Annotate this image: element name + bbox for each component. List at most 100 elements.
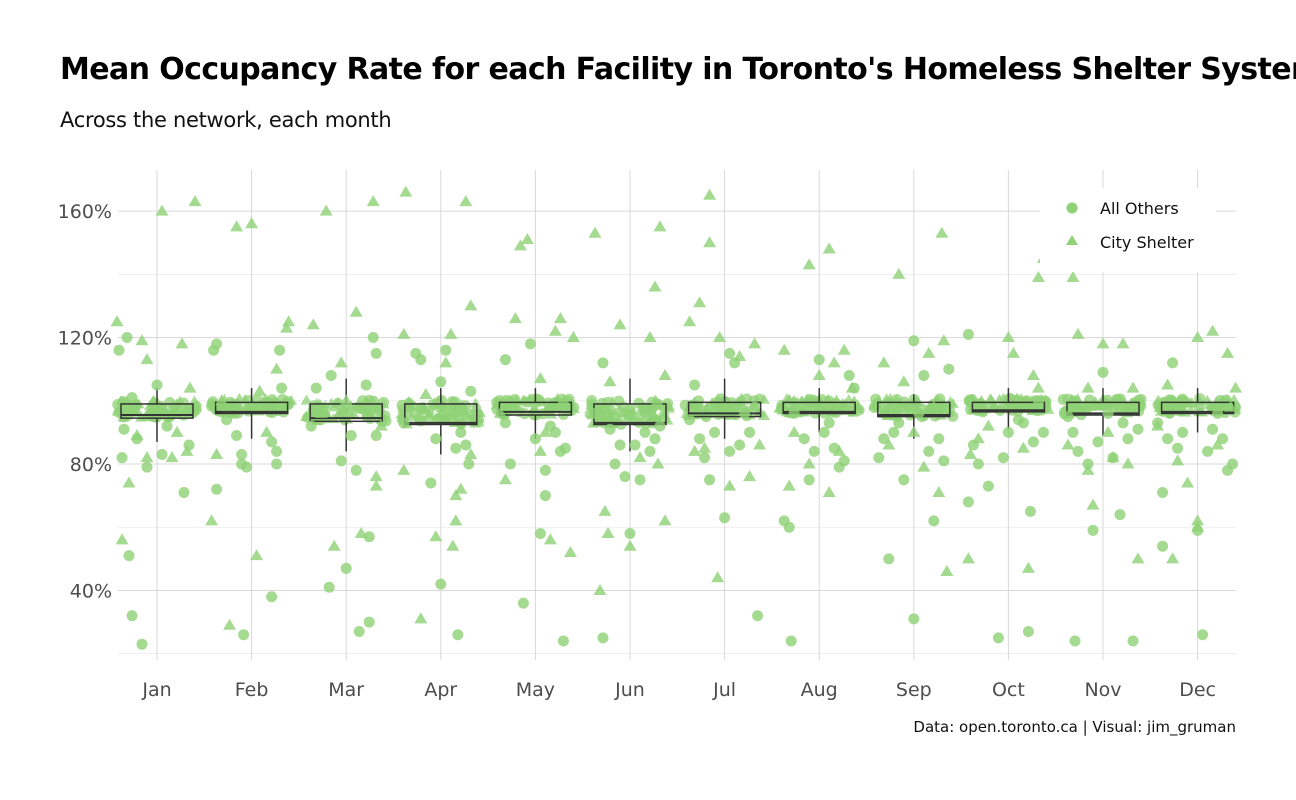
point-all-others bbox=[1117, 417, 1129, 429]
point-all-others bbox=[1207, 423, 1219, 435]
y-axis-ticks: 40% 80% 120% 160% bbox=[58, 201, 112, 602]
point-all-others bbox=[634, 474, 646, 486]
x-tick-label: Nov bbox=[1084, 679, 1121, 701]
point-city-shelter bbox=[280, 321, 294, 333]
point-city-shelter bbox=[140, 353, 154, 365]
point-all-others bbox=[1202, 445, 1214, 457]
point-city-shelter bbox=[566, 331, 580, 343]
dense-point bbox=[974, 398, 986, 410]
point-city-shelter bbox=[917, 460, 931, 472]
point-city-shelter bbox=[397, 463, 411, 475]
point-all-others bbox=[557, 635, 569, 647]
point-city-shelter bbox=[1191, 331, 1205, 343]
box-iqr bbox=[687, 401, 762, 418]
point-all-others bbox=[724, 445, 736, 457]
point-city-shelter bbox=[165, 451, 179, 463]
point-all-others bbox=[943, 363, 955, 375]
point-all-others bbox=[818, 426, 830, 438]
point-city-shelter bbox=[459, 195, 473, 207]
point-city-shelter bbox=[653, 220, 667, 232]
dense-point bbox=[967, 401, 980, 412]
dense-point bbox=[432, 413, 444, 425]
point-all-others bbox=[982, 480, 994, 492]
point-all-others bbox=[1102, 407, 1114, 419]
point-all-others bbox=[1217, 433, 1229, 445]
chart-title: Mean Occupancy Rate for each Facility in… bbox=[60, 52, 1296, 87]
point-city-shelter bbox=[188, 195, 202, 207]
point-all-others bbox=[238, 629, 250, 641]
point-all-others bbox=[539, 490, 551, 502]
point-all-others bbox=[962, 328, 974, 340]
point-city-shelter bbox=[1191, 520, 1205, 532]
dense-point bbox=[1097, 398, 1110, 409]
point-city-shelter bbox=[822, 242, 836, 254]
point-all-others bbox=[752, 610, 764, 622]
point-all-others bbox=[992, 632, 1004, 644]
point-city-shelter bbox=[140, 451, 154, 463]
point-all-others bbox=[649, 433, 661, 445]
point-all-others bbox=[236, 449, 248, 461]
point-all-others bbox=[783, 521, 795, 533]
point-city-shelter bbox=[533, 444, 547, 456]
point-all-others bbox=[455, 426, 467, 438]
point-city-shelter bbox=[651, 457, 665, 469]
point-city-shelter bbox=[1081, 381, 1095, 393]
point-all-others bbox=[271, 445, 283, 457]
point-all-others bbox=[609, 458, 621, 470]
dense-point bbox=[542, 400, 555, 411]
point-all-others bbox=[644, 445, 656, 457]
point-all-others bbox=[141, 461, 153, 473]
point-city-shelter bbox=[832, 444, 846, 456]
box-iqr bbox=[404, 403, 478, 426]
point-city-shelter bbox=[369, 470, 383, 482]
point-city-shelter bbox=[935, 226, 949, 238]
point-city-shelter bbox=[548, 324, 562, 336]
point-city-shelter bbox=[882, 438, 896, 450]
dense-point bbox=[361, 408, 373, 420]
point-city-shelter bbox=[1061, 438, 1075, 450]
dense-point bbox=[372, 403, 385, 414]
point-city-shelter bbox=[937, 334, 951, 346]
dense-point bbox=[469, 397, 482, 408]
point-city-shelter bbox=[713, 331, 727, 343]
point-city-shelter bbox=[563, 546, 577, 558]
point-all-others bbox=[1022, 626, 1034, 638]
point-all-others bbox=[350, 464, 362, 476]
point-city-shelter bbox=[429, 530, 443, 542]
dense-point bbox=[245, 400, 258, 411]
point-city-shelter bbox=[520, 233, 534, 245]
point-city-shelter bbox=[1096, 337, 1110, 349]
point-city-shelter bbox=[1131, 552, 1145, 564]
point-city-shelter bbox=[782, 479, 796, 491]
point-all-others bbox=[883, 553, 895, 565]
dense-point bbox=[536, 396, 549, 407]
point-city-shelter bbox=[1101, 425, 1115, 437]
point-city-shelter bbox=[837, 343, 851, 355]
point-city-shelter bbox=[683, 315, 697, 327]
point-city-shelter bbox=[319, 204, 333, 216]
chart-subtitle: Across the network, each month bbox=[60, 108, 392, 132]
point-city-shelter bbox=[963, 448, 977, 460]
dense-point bbox=[625, 404, 638, 415]
x-tick-label: Aug bbox=[801, 679, 838, 701]
point-all-others bbox=[704, 474, 716, 486]
point-all-others bbox=[335, 455, 347, 467]
dense-point bbox=[226, 398, 238, 410]
point-city-shelter bbox=[543, 533, 557, 545]
point-city-shelter bbox=[802, 457, 816, 469]
point-all-others bbox=[221, 414, 233, 426]
point-city-shelter bbox=[349, 305, 363, 317]
box-iqr bbox=[120, 403, 194, 419]
point-city-shelter bbox=[1161, 378, 1175, 390]
point-city-shelter bbox=[723, 479, 737, 491]
point-all-others bbox=[699, 452, 711, 464]
point-all-others bbox=[1197, 629, 1209, 641]
point-all-others bbox=[719, 512, 731, 524]
point-all-others bbox=[1067, 426, 1079, 438]
dense-point bbox=[690, 407, 703, 418]
dense-point bbox=[337, 403, 350, 414]
point-all-others bbox=[276, 382, 288, 394]
point-city-shelter bbox=[822, 485, 836, 497]
box-iqr bbox=[877, 401, 951, 418]
point-city-shelter bbox=[419, 387, 433, 399]
